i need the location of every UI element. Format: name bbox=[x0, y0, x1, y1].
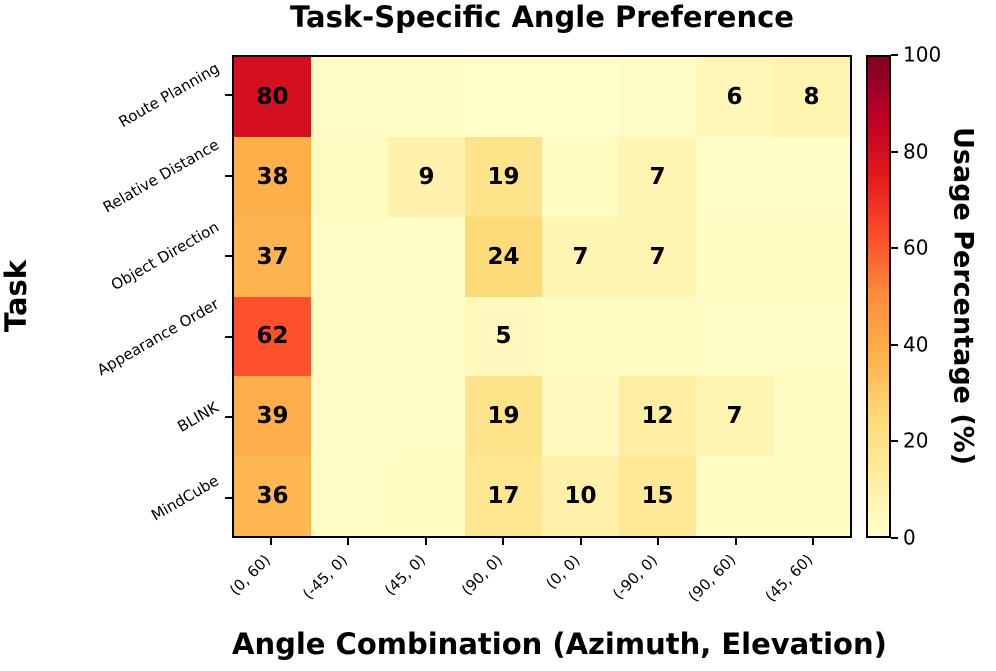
colorbar-label-wrap: Usage Percentage (%) bbox=[946, 55, 980, 538]
y-tick-label: Appearance Order bbox=[94, 294, 223, 379]
heatmap-cell bbox=[542, 296, 619, 377]
heatmap-cell bbox=[696, 456, 773, 536]
y-tick bbox=[225, 416, 232, 419]
heatmap-cell: 80 bbox=[234, 57, 311, 137]
colorbar-tick bbox=[891, 247, 898, 250]
heatmap-cell bbox=[542, 136, 619, 217]
colorbar-tick-label: 100 bbox=[903, 42, 942, 67]
heatmap-cell: 7 bbox=[542, 216, 619, 297]
chart-title: Task-Specific Angle Preference bbox=[290, 0, 794, 34]
heatmap-cell: 62 bbox=[234, 296, 311, 377]
colorbar-tick bbox=[891, 537, 898, 539]
heatmap-cell: 7 bbox=[696, 376, 773, 457]
colorbar-label: Usage Percentage (%) bbox=[947, 127, 979, 466]
heatmap-cell: 36 bbox=[234, 456, 311, 536]
heatmap-cell bbox=[542, 57, 619, 137]
heatmap-cell bbox=[773, 216, 850, 297]
heatmap-cell bbox=[773, 296, 850, 377]
x-tick bbox=[269, 538, 272, 545]
x-tick-label: (45, 0) bbox=[380, 551, 429, 600]
heatmap-cell bbox=[542, 376, 619, 457]
y-tick-label: BLINK bbox=[174, 398, 223, 437]
heatmap-cell bbox=[311, 57, 388, 137]
x-tick bbox=[579, 538, 582, 545]
heatmap-cell: 19 bbox=[465, 376, 542, 457]
x-tick-label: (45, 60) bbox=[761, 550, 817, 606]
x-tick bbox=[502, 538, 505, 545]
heatmap-cell: 8 bbox=[773, 57, 850, 137]
heatmap-cell bbox=[311, 296, 388, 377]
y-tick bbox=[225, 255, 232, 258]
colorbar-tick-label: 80 bbox=[903, 139, 929, 164]
heatmap-cell bbox=[465, 57, 542, 137]
heatmap-cell: 19 bbox=[465, 136, 542, 217]
y-tick-label: Route Planning bbox=[115, 59, 222, 132]
x-tick-label: (90, 60) bbox=[684, 550, 739, 606]
x-axis-label: Angle Combination (Azimuth, Elevation) bbox=[232, 627, 887, 661]
heatmap-cell: 39 bbox=[234, 376, 311, 457]
heatmap-cell bbox=[696, 136, 773, 217]
heatmap-cell bbox=[388, 216, 465, 297]
y-tick bbox=[225, 94, 232, 97]
heatmap-cell: 37 bbox=[234, 216, 311, 297]
y-tick-label: Object Direction bbox=[108, 218, 223, 295]
heatmap-cell bbox=[388, 456, 465, 536]
heatmap-cell: 7 bbox=[619, 216, 696, 297]
heatmap-cell bbox=[388, 57, 465, 137]
heatmap-cell bbox=[773, 376, 850, 457]
x-tick bbox=[657, 538, 660, 545]
heatmap-cell: 15 bbox=[619, 456, 696, 536]
y-tick bbox=[225, 335, 232, 338]
heatmap-cell bbox=[311, 216, 388, 297]
x-tick bbox=[424, 538, 427, 545]
heatmap-cell: 5 bbox=[465, 296, 542, 377]
colorbar-tick bbox=[891, 54, 898, 56]
heatmap-cell bbox=[388, 296, 465, 377]
x-tick-label: (-45, 0) bbox=[299, 550, 352, 603]
heatmap-cell bbox=[311, 136, 388, 217]
colorbar-tick-label: 20 bbox=[903, 428, 929, 453]
y-tick bbox=[225, 496, 232, 499]
heatmap-cell bbox=[388, 376, 465, 457]
x-tick-label: (0, 0) bbox=[542, 550, 584, 593]
colorbar-tick bbox=[891, 440, 898, 443]
heatmap-cell bbox=[311, 456, 388, 536]
heatmap-cell: 38 bbox=[234, 136, 311, 217]
heatmap-cell bbox=[696, 296, 773, 377]
colorbar-tick bbox=[891, 150, 898, 153]
heatmap-cell: 12 bbox=[619, 376, 696, 457]
x-tick bbox=[812, 538, 815, 545]
colorbar-tick-label: 0 bbox=[903, 525, 916, 550]
colorbar-tick bbox=[891, 343, 898, 346]
heatmap-cell bbox=[619, 296, 696, 377]
x-tick bbox=[347, 538, 350, 545]
x-tick-label: (-90, 0) bbox=[609, 550, 662, 603]
heatmap-cell bbox=[619, 57, 696, 137]
heatmap-cell: 17 bbox=[465, 456, 542, 536]
heatmap-cell: 9 bbox=[388, 136, 465, 217]
heatmap-cell: 6 bbox=[696, 57, 773, 137]
heatmap-cell bbox=[773, 136, 850, 217]
x-tick-label: (0, 60) bbox=[225, 551, 274, 600]
y-axis-label: Task bbox=[0, 259, 33, 333]
y-tick-label: MindCube bbox=[148, 471, 222, 525]
y-tick bbox=[225, 174, 232, 177]
x-tick bbox=[734, 538, 737, 545]
heatmap-cell: 7 bbox=[619, 136, 696, 217]
x-tick-label: (90, 0) bbox=[458, 551, 507, 600]
colorbar-tick-label: 60 bbox=[903, 235, 929, 260]
heatmap-plot: 80 6 8 38 9 19 7 37 24 7 7 62 5 39 19 12 7 36 17 10 15 bbox=[232, 55, 852, 538]
heatmap-cell bbox=[696, 216, 773, 297]
colorbar-gradient bbox=[866, 55, 891, 538]
heatmap-cell: 10 bbox=[542, 456, 619, 536]
heatmap-cell: 24 bbox=[465, 216, 542, 297]
heatmap-cell bbox=[773, 456, 850, 536]
colorbar-tick-label: 40 bbox=[903, 332, 929, 357]
heatmap-cell bbox=[311, 376, 388, 457]
y-tick-label: Relative Distance bbox=[99, 135, 222, 217]
